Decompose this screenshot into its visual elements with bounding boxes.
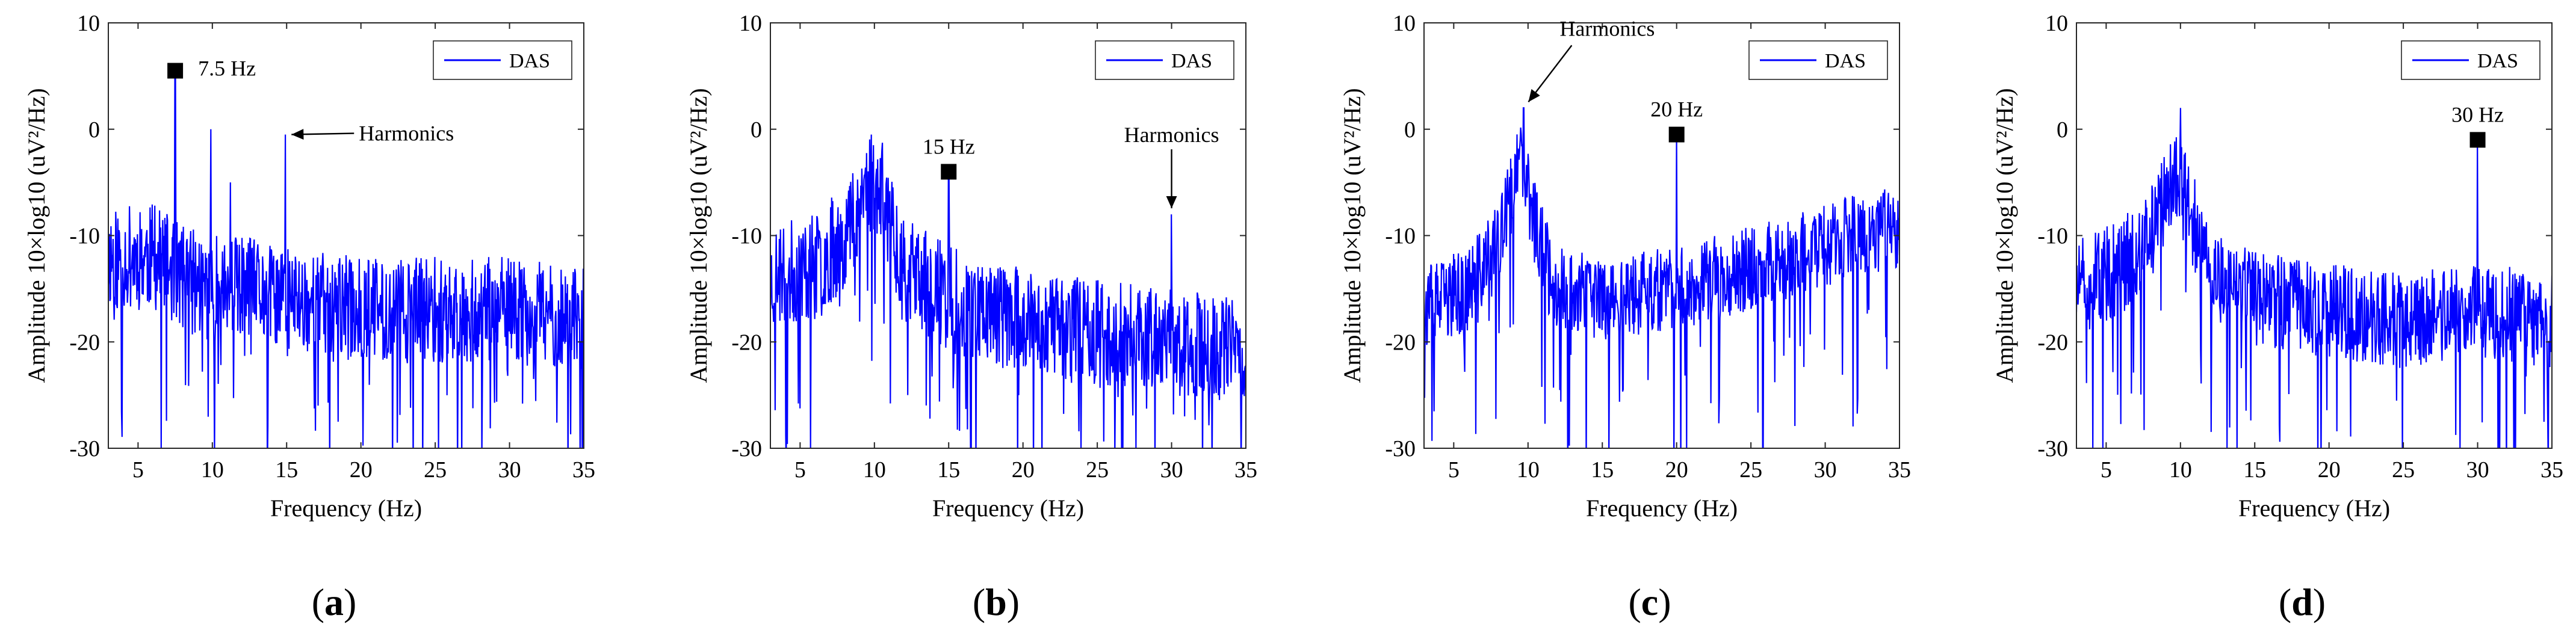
plot-area (108, 23, 584, 448)
x-tick-label: 25 (424, 457, 447, 483)
panel-label: (d) (2279, 581, 2326, 623)
legend-label-das: DAS (1825, 50, 1866, 72)
x-tick-label: 10 (863, 457, 886, 483)
harmonics-annotation: Harmonics (1559, 16, 1655, 40)
y-tick-label: -20 (731, 330, 762, 355)
x-tick-label: 15 (1591, 457, 1614, 483)
x-tick-label: 20 (1665, 457, 1688, 483)
x-tick-label: 35 (2540, 457, 2563, 483)
series-line-das (770, 134, 1246, 448)
y-tick-label: -30 (731, 436, 762, 461)
x-tick-label: 10 (2169, 457, 2192, 483)
x-tick-label: 35 (572, 457, 595, 483)
x-tick-label: 35 (1888, 457, 1911, 483)
legend-label-das: DAS (1171, 50, 1212, 72)
y-tick-label: 0 (2057, 117, 2068, 143)
x-axis-label: Frequency (Hz) (2238, 495, 2390, 522)
y-tick-label: -20 (69, 330, 100, 355)
y-tick-label: -20 (1385, 330, 1416, 355)
y-tick-label: -30 (1385, 436, 1416, 461)
x-tick-label: 30 (1160, 457, 1183, 483)
annotation-arrow-head (1528, 88, 1540, 102)
y-tick-label: 0 (1404, 117, 1416, 143)
legend: DAS (2401, 40, 2540, 80)
y-axis-label: Amplitude 10×log10 (uV²/Hz) (1339, 88, 1366, 383)
x-tick-label: 20 (1012, 457, 1035, 483)
peak-marker (167, 63, 184, 79)
y-tick-label: 10 (739, 11, 762, 36)
y-tick-label: -30 (2037, 436, 2068, 461)
x-tick-label: 10 (201, 457, 224, 483)
y-tick-label: -30 (69, 436, 100, 461)
y-tick-label: 10 (77, 11, 100, 36)
x-tick-label: 5 (132, 457, 144, 483)
x-tick-label: 30 (2466, 457, 2489, 483)
chart-panel-b: 5 10 15 20 25 30 35 10 0 -10 -20 -30 Frequency (Hz) A… (685, 11, 1257, 623)
x-tick-label: 15 (937, 457, 960, 483)
legend-label-das: DAS (509, 50, 550, 72)
y-tick-label: 0 (751, 117, 762, 143)
series-line-das (2076, 108, 2552, 448)
legend: DAS (433, 40, 572, 80)
x-tick-label: 5 (1448, 457, 1460, 483)
legend: DAS (1095, 40, 1234, 80)
legend: DAS (1748, 40, 1888, 80)
x-tick-label: 20 (350, 457, 373, 483)
x-tick-label: 25 (2392, 457, 2415, 483)
legend-label-das: DAS (2477, 50, 2518, 72)
x-tick-label: 35 (1234, 457, 1257, 483)
x-tick-label: 15 (275, 457, 298, 483)
x-tick-label: 30 (1814, 457, 1837, 483)
peak-marker (941, 164, 957, 180)
y-tick-label: -10 (1385, 224, 1416, 249)
chart-panel-a: 5 10 15 20 25 30 35 10 0 -10 -20 -30 Frequency (Hz) A… (23, 11, 595, 623)
plot-area (2076, 23, 2552, 448)
annotation-arrow-head (291, 129, 304, 140)
y-axis-label: Amplitude 10×log10 (uV²/Hz) (685, 88, 712, 383)
y-tick-label: 10 (2045, 11, 2068, 36)
annotation-arrow-head (1166, 196, 1177, 209)
panel-label: (b) (973, 581, 1020, 623)
panel-label: (a) (312, 581, 357, 623)
y-tick-label: -10 (69, 224, 100, 249)
peak-marker (1668, 126, 1685, 143)
peak-marker-label: 15 Hz (923, 134, 975, 158)
panel-label: (c) (1628, 581, 1671, 623)
peak-marker-label: 30 Hz (2451, 102, 2504, 126)
peak-marker-label: 20 Hz (1650, 97, 1703, 122)
y-tick-label: -10 (2037, 224, 2068, 249)
y-tick-label: -10 (731, 224, 762, 249)
x-tick-label: 10 (1517, 457, 1540, 483)
x-tick-label: 30 (498, 457, 521, 483)
peak-marker (2469, 132, 2486, 148)
x-axis-label: Frequency (Hz) (270, 495, 422, 522)
x-axis-label: Frequency (Hz) (932, 495, 1084, 522)
x-tick-label: 15 (2243, 457, 2266, 483)
chart-panel-c: 5 10 15 20 25 30 35 10 0 -10 -20 -30 Frequency (Hz) A… (1339, 11, 1911, 623)
y-tick-label: -20 (2037, 330, 2068, 355)
x-tick-label: 25 (1086, 457, 1109, 483)
peak-marker-label: 7.5 Hz (198, 57, 256, 81)
x-tick-label: 5 (794, 457, 806, 483)
series-line-das (1424, 107, 1899, 448)
harmonics-annotation: Harmonics (1124, 123, 1219, 147)
harmonics-annotation: Harmonics (359, 122, 454, 146)
x-tick-label: 25 (1739, 457, 1762, 483)
y-tick-label: 10 (1393, 11, 1416, 36)
chart-panel-d: 5 10 15 20 25 30 35 10 0 -10 -20 -30 Frequency (Hz) A… (1991, 11, 2563, 623)
x-tick-label: 5 (2101, 457, 2112, 483)
y-axis-label: Amplitude 10×log10 (uV²/Hz) (1991, 88, 2018, 383)
series-line-das (108, 70, 584, 448)
y-tick-label: 0 (88, 117, 100, 143)
x-axis-label: Frequency (Hz) (1586, 495, 1738, 522)
y-axis-label: Amplitude 10×log10 (uV²/Hz) (23, 88, 50, 383)
x-tick-label: 20 (2318, 457, 2341, 483)
